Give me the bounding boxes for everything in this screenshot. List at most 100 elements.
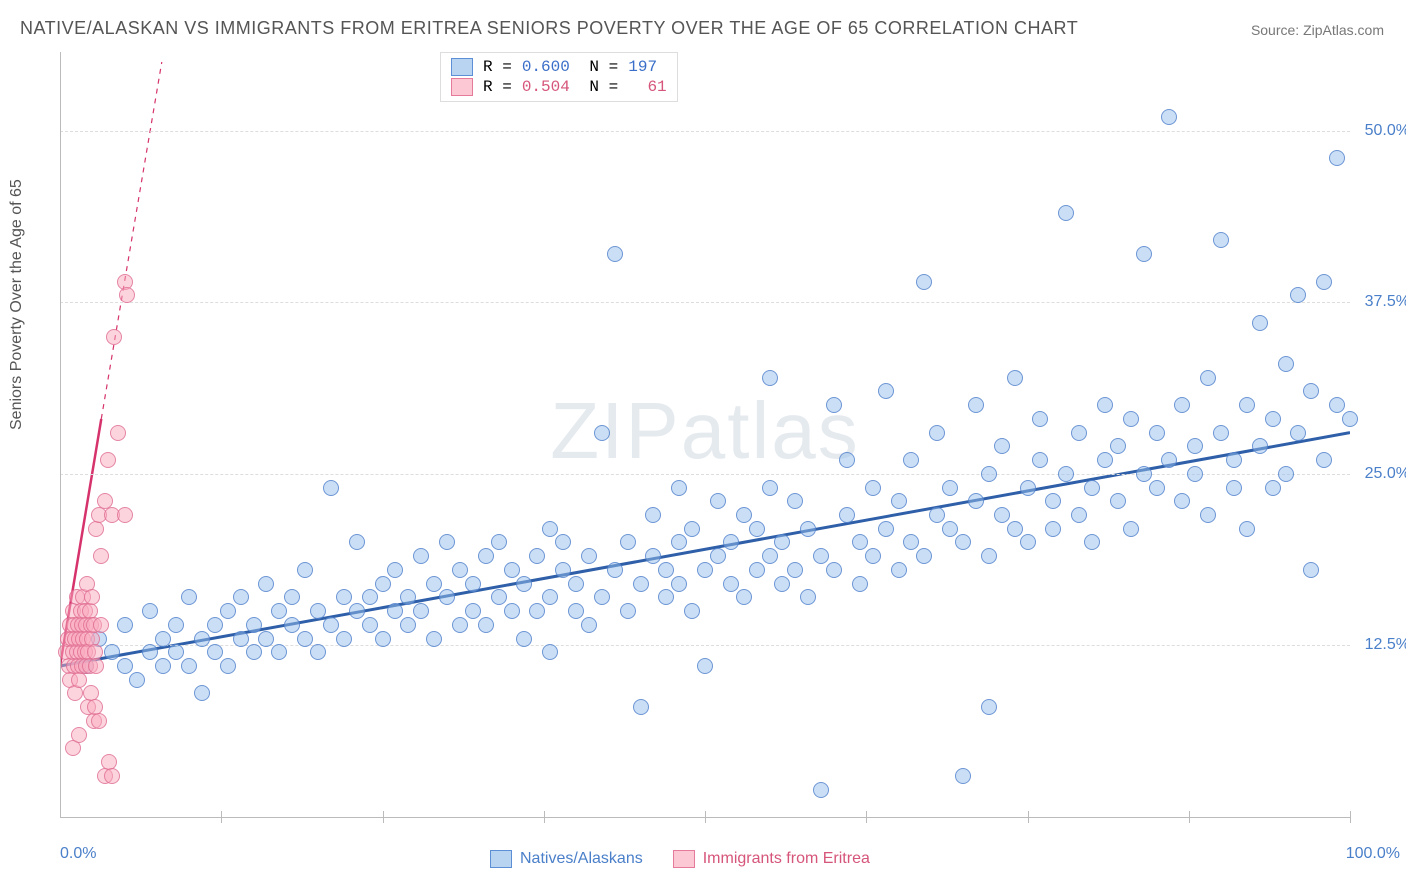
scatter-point xyxy=(1174,493,1190,509)
scatter-point xyxy=(271,603,287,619)
scatter-point xyxy=(478,617,494,633)
scatter-point xyxy=(620,603,636,619)
scatter-point xyxy=(400,589,416,605)
scatter-point xyxy=(1161,109,1177,125)
scatter-point xyxy=(1226,452,1242,468)
scatter-point xyxy=(981,548,997,564)
scatter-point xyxy=(1239,521,1255,537)
scatter-point xyxy=(529,603,545,619)
scatter-point xyxy=(375,631,391,647)
scatter-point xyxy=(542,521,558,537)
scatter-point xyxy=(233,631,249,647)
scatter-point xyxy=(310,603,326,619)
scatter-point xyxy=(697,658,713,674)
scatter-point xyxy=(633,699,649,715)
scatter-point xyxy=(1136,466,1152,482)
scatter-point xyxy=(1187,466,1203,482)
y-tick-label: 37.5% xyxy=(1355,293,1406,311)
scatter-point xyxy=(736,507,752,523)
scatter-point xyxy=(387,603,403,619)
scatter-point xyxy=(1058,205,1074,221)
scatter-point xyxy=(71,672,87,688)
scatter-point xyxy=(671,480,687,496)
scatter-point xyxy=(1200,507,1216,523)
scatter-point xyxy=(362,589,378,605)
scatter-point xyxy=(749,562,765,578)
scatter-point xyxy=(117,507,133,523)
scatter-point xyxy=(413,548,429,564)
scatter-point xyxy=(1149,425,1165,441)
scatter-point xyxy=(955,534,971,550)
scatter-point xyxy=(104,644,120,660)
scatter-point xyxy=(1161,452,1177,468)
scatter-point xyxy=(916,548,932,564)
scatter-point xyxy=(194,631,210,647)
scatter-point xyxy=(168,644,184,660)
stats-row-pink: R = 0.504 N = 61 xyxy=(451,77,667,97)
scatter-point xyxy=(1007,521,1023,537)
scatter-point xyxy=(1278,466,1294,482)
scatter-point xyxy=(207,644,223,660)
scatter-point xyxy=(1045,493,1061,509)
scatter-point xyxy=(1213,425,1229,441)
scatter-point xyxy=(142,644,158,660)
x-tick-label-max: 100.0% xyxy=(1346,845,1400,863)
scatter-point xyxy=(439,589,455,605)
scatter-point xyxy=(258,631,274,647)
scatter-point xyxy=(865,480,881,496)
swatch-blue-icon xyxy=(490,850,512,868)
scatter-point xyxy=(1110,438,1126,454)
scatter-point xyxy=(1020,480,1036,496)
scatter-point xyxy=(1290,425,1306,441)
scatter-point xyxy=(336,631,352,647)
scatter-point xyxy=(88,521,104,537)
scatter-point xyxy=(1045,521,1061,537)
scatter-point xyxy=(110,425,126,441)
stats-legend-box: R = 0.600 N = 197 R = 0.504 N = 61 xyxy=(440,52,678,102)
scatter-point xyxy=(1032,411,1048,427)
y-axis-label: Seniors Poverty Over the Age of 65 xyxy=(8,179,26,430)
scatter-point xyxy=(233,589,249,605)
scatter-point xyxy=(220,658,236,674)
scatter-point xyxy=(878,383,894,399)
legend-item-blue: Natives/Alaskans xyxy=(490,850,643,868)
gridline-h xyxy=(60,474,1350,475)
scatter-point xyxy=(762,480,778,496)
scatter-point xyxy=(258,576,274,592)
scatter-point xyxy=(1174,397,1190,413)
scatter-point xyxy=(839,507,855,523)
scatter-point xyxy=(491,534,507,550)
scatter-point xyxy=(1329,397,1345,413)
scatter-point xyxy=(994,438,1010,454)
scatter-point xyxy=(594,425,610,441)
scatter-point xyxy=(620,534,636,550)
scatter-point xyxy=(891,562,907,578)
scatter-point xyxy=(684,603,700,619)
x-axis-line xyxy=(60,817,1350,818)
scatter-point xyxy=(658,562,674,578)
scatter-point xyxy=(400,617,416,633)
n-label: N = xyxy=(580,58,618,76)
scatter-point xyxy=(633,576,649,592)
swatch-pink-icon xyxy=(451,78,473,96)
scatter-point xyxy=(903,534,919,550)
scatter-point xyxy=(220,603,236,619)
scatter-point xyxy=(516,576,532,592)
trend-lines-layer xyxy=(60,52,1350,842)
scatter-point xyxy=(93,548,109,564)
scatter-point xyxy=(581,617,597,633)
y-tick-label: 12.5% xyxy=(1355,636,1406,654)
r-label: R = xyxy=(483,78,512,96)
scatter-point xyxy=(452,562,468,578)
scatter-point xyxy=(826,397,842,413)
r-value-pink: 0.504 xyxy=(522,78,570,96)
gridline-h xyxy=(60,131,1350,132)
scatter-point xyxy=(100,452,116,468)
scatter-point xyxy=(297,631,313,647)
scatter-point xyxy=(1252,438,1268,454)
scatter-point xyxy=(542,589,558,605)
scatter-point xyxy=(1316,452,1332,468)
scatter-point xyxy=(671,576,687,592)
scatter-point xyxy=(181,589,197,605)
scatter-point xyxy=(88,658,104,674)
